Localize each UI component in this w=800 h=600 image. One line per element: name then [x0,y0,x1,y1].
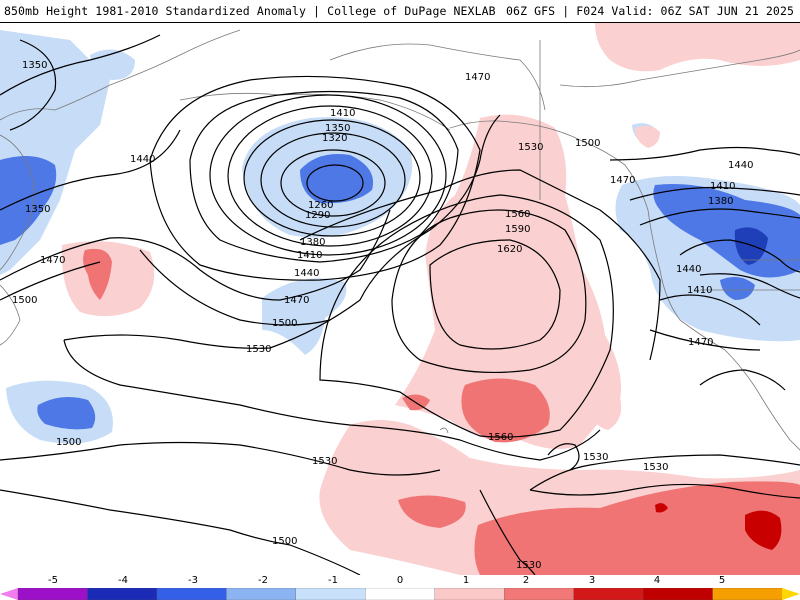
contour-label: 1590 [505,224,530,235]
colorbar: -5 -4 -3 -2 -1 0 1 2 3 4 5 [0,575,800,600]
colorbar-tick: -1 [328,575,338,586]
contour-label: 1620 [497,244,522,255]
colorbar-segment [156,588,228,600]
colorbar-tick: -3 [188,575,198,586]
contour-label: 1350 [325,123,350,134]
colorbar-tick: 4 [653,575,661,586]
contour-label: 1440 [728,160,753,171]
contour-label: 1410 [330,108,355,119]
anomaly-map: 1350 1470 1410 1350 1320 1440 1260 1290 … [0,23,800,575]
contour-label: 1530 [518,142,543,153]
contour-label: 1500 [272,536,297,547]
model-valid-time: 06Z GFS | F024 Valid: 06Z SAT JUN 21 202… [506,4,794,18]
contour-label: 1290 [305,210,330,221]
contour-label: 1410 [297,250,322,261]
colorbar-tick: 5 [718,575,726,586]
contour-label: 1470 [465,72,490,83]
contour-label: 1530 [312,456,337,467]
contour-label: 1500 [272,318,297,329]
colorbar-segment [17,588,89,600]
contour-label: 1440 [294,268,319,279]
colorbar-tick: 0 [396,575,404,586]
contour-label: 1530 [583,452,608,463]
contour-label: 1380 [708,196,733,207]
colorbar-left-arrow [0,588,18,600]
colorbar-tick: -4 [118,575,128,586]
contour-label: 1530 [516,560,541,571]
colorbar-right-arrow [782,588,800,600]
contour-label: 1470 [688,337,713,348]
colorbar-segment [712,588,783,600]
height-contours [0,34,800,575]
contour-label: 1470 [40,255,65,266]
colorbar-tick: 1 [462,575,470,586]
contour-label: 1500 [56,437,81,448]
colorbar-segment [642,588,714,600]
contour-label: 1320 [322,133,347,144]
colorbar-segment [295,588,366,600]
map-title: 850mb Height 1981-2010 Standardized Anom… [4,4,496,18]
colorbar-segments [17,588,783,600]
contour-label: 1560 [505,209,530,220]
contour-label: 1350 [22,60,47,71]
colorbar-segment [87,588,158,600]
coastlines [0,29,800,451]
contour-label: 1470 [610,175,635,186]
colorbar-segment [365,588,436,600]
contour-label: 1410 [710,181,735,192]
contour-label: 1530 [643,462,668,473]
colorbar-tick: -2 [258,575,268,586]
colorbar-segment [573,588,644,600]
contour-label: 1500 [12,295,37,306]
contour-label: 1500 [575,138,600,149]
contour-label: 1410 [687,285,712,296]
colorbar-segment [226,588,297,600]
contour-label: 1260 [308,200,333,211]
contour-label: 1470 [284,295,309,306]
contour-label: 1560 [488,432,513,443]
colorbar-tick: 2 [522,575,530,586]
colorbar-tick: -5 [48,575,58,586]
contour-labels: 1350 1470 1410 1350 1320 1440 1260 1290 … [12,60,753,571]
colorbar-tick: 3 [588,575,596,586]
colorbar-segment [434,588,505,600]
colorbar-strip [0,588,800,600]
contour-label: 1440 [130,154,155,165]
positive-anomaly-shading [61,23,800,575]
header-bar: 850mb Height 1981-2010 Standardized Anom… [0,0,800,23]
contour-label: 1350 [25,204,50,215]
contour-label: 1380 [300,237,325,248]
colorbar-segment [504,588,575,600]
contour-label: 1440 [676,264,701,275]
contour-label: 1530 [246,344,271,355]
